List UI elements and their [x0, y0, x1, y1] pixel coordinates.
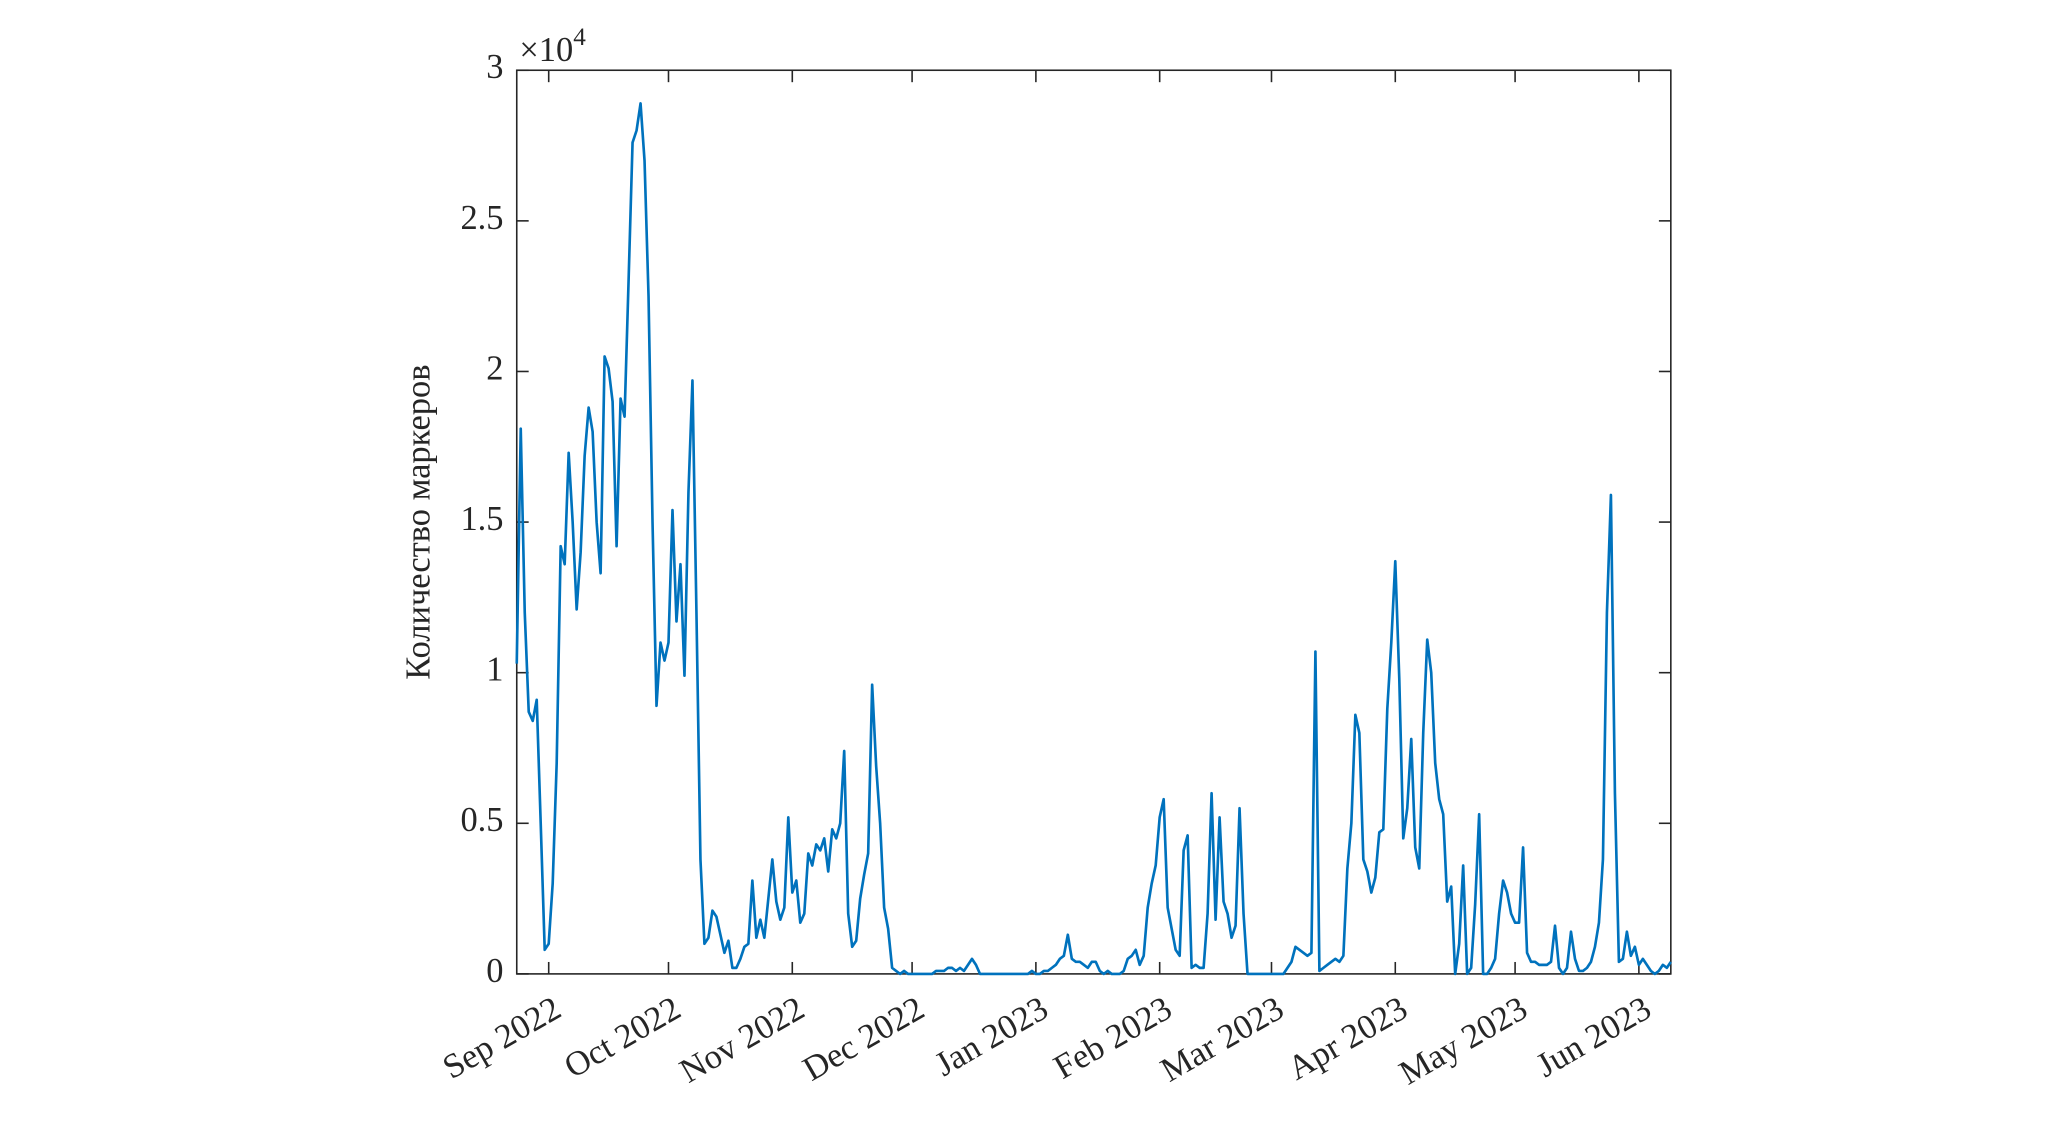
y-axis-label: Количество маркеров: [399, 364, 437, 679]
y-tick-label: 0: [486, 952, 503, 990]
y-multiplier-exponent: 4: [573, 24, 586, 51]
y-tick-label: 0.5: [460, 801, 503, 839]
data-line: [515, 102, 1672, 976]
y-multiplier-base: ×10: [519, 31, 573, 69]
y-tick-label: 1: [486, 651, 503, 689]
y-tick-label: 1.5: [460, 500, 503, 538]
y-tick-label: 2: [486, 349, 503, 387]
y-tick-label: 2.5: [460, 199, 503, 237]
y-tick-label: 3: [486, 48, 503, 86]
y-multiplier: ×104: [519, 24, 586, 69]
